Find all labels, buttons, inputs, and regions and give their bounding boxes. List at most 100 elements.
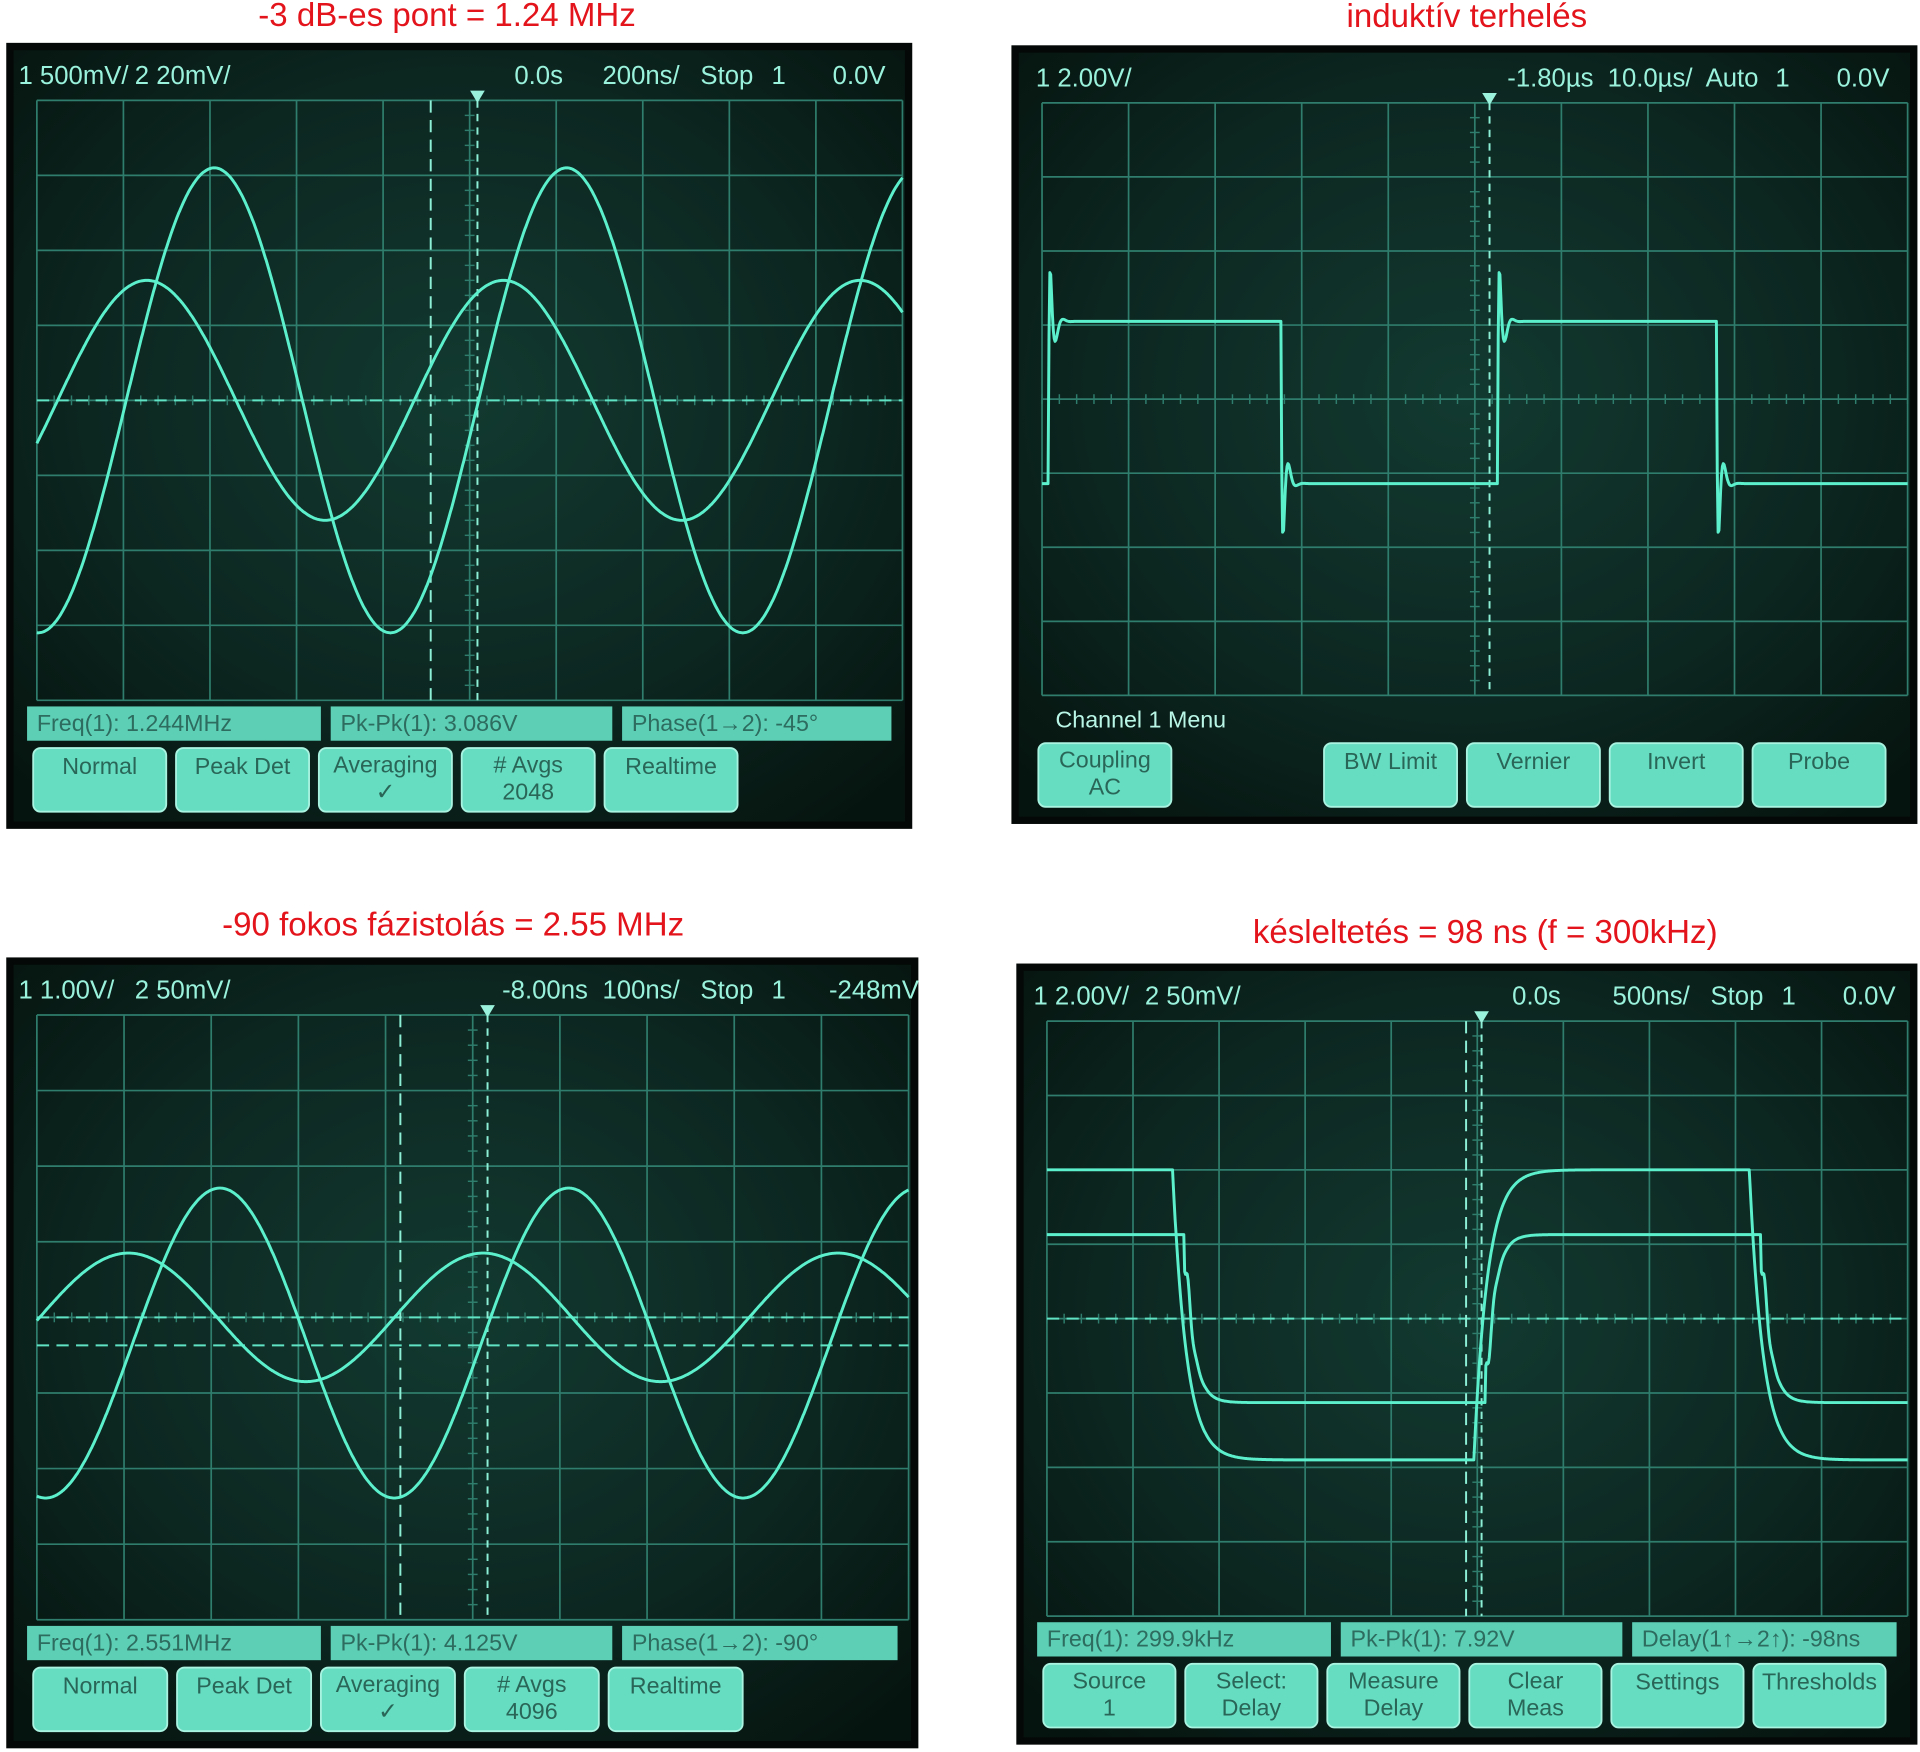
status-item: 1 2.00V/ [1033, 983, 1130, 1011]
measurement: Freq(1): 1.244MHz [37, 710, 232, 736]
status-item: 0.0V [833, 62, 887, 90]
softkey-label: 2048 [502, 778, 554, 804]
softkey-label: Averaging [336, 1671, 440, 1697]
scope-screen [1018, 52, 1911, 817]
trace [1041, 271, 1909, 534]
scope-screen [13, 964, 912, 1741]
measurement-box [1632, 1622, 1897, 1657]
softkey-label: # Avgs [494, 752, 563, 778]
softkey-label: Probe [1788, 748, 1850, 774]
softkey [32, 1666, 169, 1733]
softkey-label: Realtime [625, 753, 717, 779]
softkey-label: Meas [1507, 1694, 1564, 1720]
softkey-label: 4096 [506, 1698, 558, 1724]
status-item: Stop [1711, 983, 1764, 1011]
status-item: 1 [771, 62, 785, 90]
softkey-label: Normal [63, 1672, 138, 1698]
softkey [1751, 742, 1887, 808]
status-item: 1 1.00V/ [18, 976, 115, 1004]
softkey-label: Settings [1635, 1669, 1719, 1695]
softkey-label: # Avgs [497, 1671, 566, 1697]
status-item: Stop [700, 976, 753, 1004]
measurement-box [622, 706, 892, 741]
status-item: 0.0V [1837, 64, 1891, 92]
softkey-label: Select: [1216, 1667, 1287, 1693]
panel-title: -3 dB-es pont = 1.24 MHz [258, 0, 635, 34]
softkey [1610, 1662, 1745, 1729]
softkey-label: 1 [1103, 1694, 1116, 1720]
softkey [32, 747, 168, 813]
trace [35, 278, 904, 522]
softkey [463, 1666, 600, 1733]
status-item: Stop [700, 62, 753, 90]
softkey-label: Measure [1348, 1667, 1438, 1693]
scope-panel: késleltetés = 98 ns (f = 300kHz) 1 2.00V/… [1016, 914, 1918, 1745]
trace [36, 1186, 910, 1500]
softkey-label: Clear [1508, 1667, 1564, 1693]
status-item: 1 [1782, 983, 1796, 1011]
measurement: Freq(1): 299.9kHz [1047, 1626, 1234, 1652]
softkey-label: Peak Det [195, 753, 291, 779]
status-item: 0.0s [514, 62, 563, 90]
panel-title: -90 fokos fázistolás = 2.55 MHz [222, 907, 684, 944]
measurement-box [330, 1625, 613, 1661]
status-item: 1 2.00V/ [1036, 64, 1133, 92]
softkey-label: Normal [62, 753, 137, 779]
softkey [1752, 1662, 1887, 1729]
softkey [317, 747, 453, 813]
measurement-box [27, 1625, 321, 1661]
trigger-marker [470, 90, 485, 103]
trace [1046, 1168, 1909, 1462]
status-item: 1 500mV/ [18, 62, 129, 90]
measurement: Delay(1↑→2↑): -98ns [1642, 1626, 1860, 1652]
softkey-label: Invert [1647, 748, 1706, 774]
softkey-label: ✓ [376, 778, 395, 804]
trigger-marker [1474, 1011, 1489, 1024]
trace [1046, 1233, 1909, 1405]
softkey [319, 1666, 456, 1733]
measurement-box [622, 1625, 898, 1661]
scope-screen [13, 50, 905, 822]
softkey [1608, 742, 1744, 808]
status-item: 500ns/ [1613, 983, 1691, 1011]
softkey [1465, 742, 1601, 808]
status-item: 10.0µs/ [1608, 64, 1694, 92]
trace [36, 166, 904, 635]
measurement-box [27, 706, 321, 741]
softkey [1042, 1662, 1177, 1729]
panel-title: induktív terhelés [1347, 0, 1588, 35]
softkey-label: Coupling [1059, 747, 1151, 773]
softkey [1184, 1662, 1319, 1729]
softkey [1323, 742, 1458, 808]
softkey-label: AC [1089, 774, 1121, 800]
softkey [1326, 1662, 1461, 1729]
panel-title: késleltetés = 98 ns (f = 300kHz) [1253, 914, 1718, 951]
status-item: 0.0V [1843, 983, 1897, 1011]
status-item: 2 20mV/ [135, 62, 232, 90]
menu-title: Channel 1 Menu [1055, 706, 1226, 732]
softkey-label: Peak Det [196, 1672, 292, 1698]
softkey-label: BW Limit [1344, 748, 1438, 774]
softkey [176, 1666, 313, 1733]
softkey-label: Delay [1364, 1694, 1424, 1720]
measurement-box [1037, 1622, 1331, 1657]
status-item: 100ns/ [602, 976, 680, 1004]
softkey [1468, 1662, 1603, 1729]
scope-panel: -3 dB-es pont = 1.24 MHz 1 500mV/2 20mV/0… [6, 0, 913, 829]
status-item: Auto [1706, 64, 1759, 92]
softkey-label: Source [1073, 1667, 1147, 1693]
softkey [1037, 742, 1173, 808]
status-item: 200ns/ [602, 62, 680, 90]
softkey-label: Realtime [630, 1672, 722, 1698]
scope-panel: induktív terhelés 1 2.00V/ -1.80µs 10.0µs/A… [1011, 0, 1918, 824]
measurement: Pk-Pk(1): 4.125V [340, 1629, 518, 1655]
measurement-box [330, 706, 613, 741]
measurement: Phase(1→2): -90° [632, 1629, 818, 1655]
status-item: 2 50mV/ [1145, 983, 1242, 1011]
softkey-label: Vernier [1497, 748, 1571, 774]
measurement: Pk-Pk(1): 3.086V [340, 710, 518, 736]
softkey [175, 747, 310, 813]
status-item: -1.80µs [1507, 64, 1593, 92]
measurement: Phase(1→2): -45° [632, 710, 818, 736]
trace [35, 1251, 910, 1384]
